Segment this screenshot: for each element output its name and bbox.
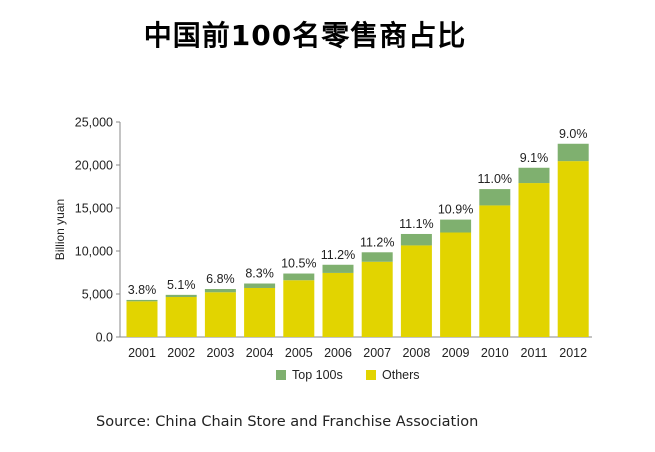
data-label-2003: 6.8% [206, 272, 235, 286]
x-tick-label: 2003 [206, 346, 234, 360]
data-label-2002: 5.1% [167, 278, 196, 292]
bar-others-2001 [126, 301, 158, 337]
x-tick-label: 2012 [559, 346, 587, 360]
legend-swatch-others [366, 370, 376, 380]
bar-top100-2001 [126, 299, 158, 302]
y-tick-label: 0.0 [96, 331, 113, 345]
bar-top100-2011 [518, 167, 550, 184]
data-label-2001: 3.8% [128, 283, 157, 297]
data-label-2008: 11.1% [399, 217, 434, 231]
bar-others-2008 [400, 245, 432, 337]
x-tick-label: 2008 [402, 346, 430, 360]
bar-others-2004 [244, 287, 276, 337]
bar-others-2011 [518, 183, 550, 337]
bar-top100-2012 [557, 143, 589, 162]
x-tick-label: 2009 [442, 346, 470, 360]
legend-swatch-top100 [276, 370, 286, 380]
x-tick-label: 2006 [324, 346, 352, 360]
bar-top100-2010 [479, 189, 511, 206]
bar-others-2003 [204, 292, 236, 337]
y-tick-label: 20,000 [75, 159, 113, 173]
bar-top100-2002 [165, 294, 197, 298]
x-tick-label: 2001 [128, 346, 156, 360]
data-label-2004: 8.3% [245, 267, 274, 281]
x-tick-label: 2002 [167, 346, 195, 360]
bar-others-2009 [440, 232, 472, 337]
x-tick-label: 2007 [363, 346, 391, 360]
y-tick-label: 10,000 [75, 245, 113, 259]
data-label-2012: 9.0% [559, 127, 588, 141]
bar-top100-2004 [244, 283, 276, 288]
source-note: Source: China Chain Store and Franchise … [96, 414, 479, 430]
bar-top100-2009 [440, 219, 472, 233]
data-label-2011: 9.1% [520, 151, 549, 165]
bar-top100-2005 [283, 273, 315, 281]
x-tick-label: 2011 [521, 346, 548, 360]
bar-others-2012 [557, 161, 589, 337]
bar-top100-2007 [361, 252, 393, 262]
bar-others-2002 [165, 297, 197, 337]
data-label-2007: 11.2% [360, 235, 395, 249]
data-label-2006: 11.2% [321, 248, 356, 262]
bar-others-2005 [283, 280, 315, 337]
data-label-2010: 11.0% [478, 172, 513, 186]
y-axis-title: Billion yuan [53, 199, 67, 260]
bar-others-2007 [361, 261, 393, 337]
bar-top100-2006 [322, 264, 354, 273]
x-tick-label: 2004 [246, 346, 274, 360]
bar-others-2006 [322, 272, 354, 337]
x-tick-label: 2005 [285, 346, 313, 360]
y-tick-label: 25,000 [75, 116, 113, 130]
legend-label-top100: Top 100s [292, 368, 343, 382]
data-label-2005: 10.5% [281, 257, 316, 271]
x-tick-label: 2010 [481, 346, 509, 360]
chart-title: 中国前100名零售商占比 [143, 19, 467, 52]
bar-top100-2003 [204, 289, 236, 293]
y-tick-label: 5,000 [82, 288, 113, 302]
y-tick-label: 15,000 [75, 202, 113, 216]
data-label-2009: 10.9% [438, 203, 473, 217]
legend-label-others: Others [382, 368, 420, 382]
bar-top100-2008 [400, 233, 432, 246]
bar-others-2010 [479, 205, 511, 337]
